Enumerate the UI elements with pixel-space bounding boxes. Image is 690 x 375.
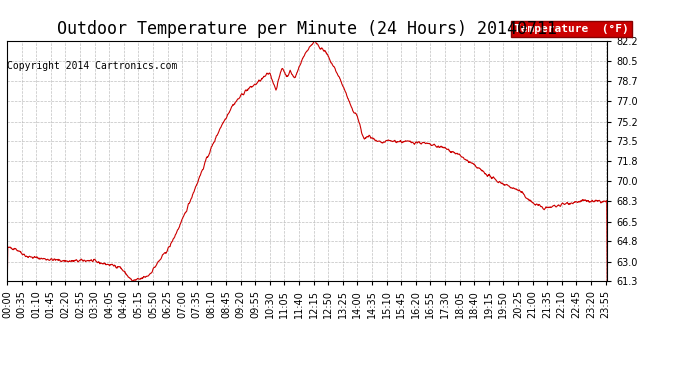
Text: Copyright 2014 Cartronics.com: Copyright 2014 Cartronics.com — [7, 62, 177, 71]
Text: Temperature  (°F): Temperature (°F) — [514, 24, 629, 34]
Title: Outdoor Temperature per Minute (24 Hours) 20140711: Outdoor Temperature per Minute (24 Hours… — [57, 20, 557, 38]
